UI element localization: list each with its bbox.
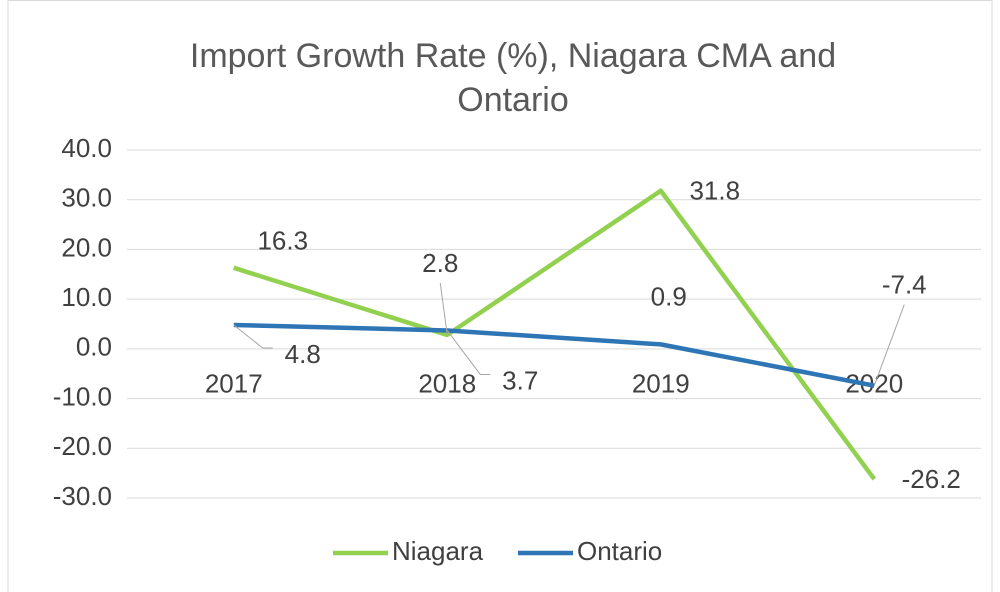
y-tick-label: 40.0 xyxy=(61,133,112,163)
leader-line xyxy=(233,324,273,349)
data-label: -26.2 xyxy=(902,464,961,494)
data-label: 31.8 xyxy=(689,176,740,206)
series-line xyxy=(233,322,875,388)
data-label: 4.8 xyxy=(285,339,321,369)
legend-label: Ontario xyxy=(577,536,662,566)
x-tick-label: 2017 xyxy=(205,369,263,399)
x-tick-label: 2018 xyxy=(418,369,476,399)
data-label: 3.7 xyxy=(502,365,538,395)
leader-line xyxy=(439,282,448,336)
leader-line xyxy=(873,304,905,386)
y-tick-label: 20.0 xyxy=(61,232,112,262)
y-tick-label: -20.0 xyxy=(53,431,112,461)
legend-label: Niagara xyxy=(392,536,484,566)
chart-title: Import Growth Rate (%), Niagara CMA and … xyxy=(189,37,837,119)
y-tick-label: -30.0 xyxy=(53,481,112,511)
frame-border xyxy=(7,0,993,592)
data-label: 2.8 xyxy=(422,248,458,278)
data-label: 16.3 xyxy=(257,226,308,256)
data-label: 0.9 xyxy=(651,281,687,311)
data-label: -7.4 xyxy=(882,270,927,300)
x-tick-label: 2019 xyxy=(632,369,690,399)
y-tick-label: 30.0 xyxy=(61,183,112,213)
leader-line xyxy=(446,330,491,375)
y-tick-label: 10.0 xyxy=(61,282,112,312)
series-line xyxy=(233,188,877,481)
y-tick-label: 0.0 xyxy=(76,332,112,362)
y-tick-label: -10.0 xyxy=(53,381,112,411)
